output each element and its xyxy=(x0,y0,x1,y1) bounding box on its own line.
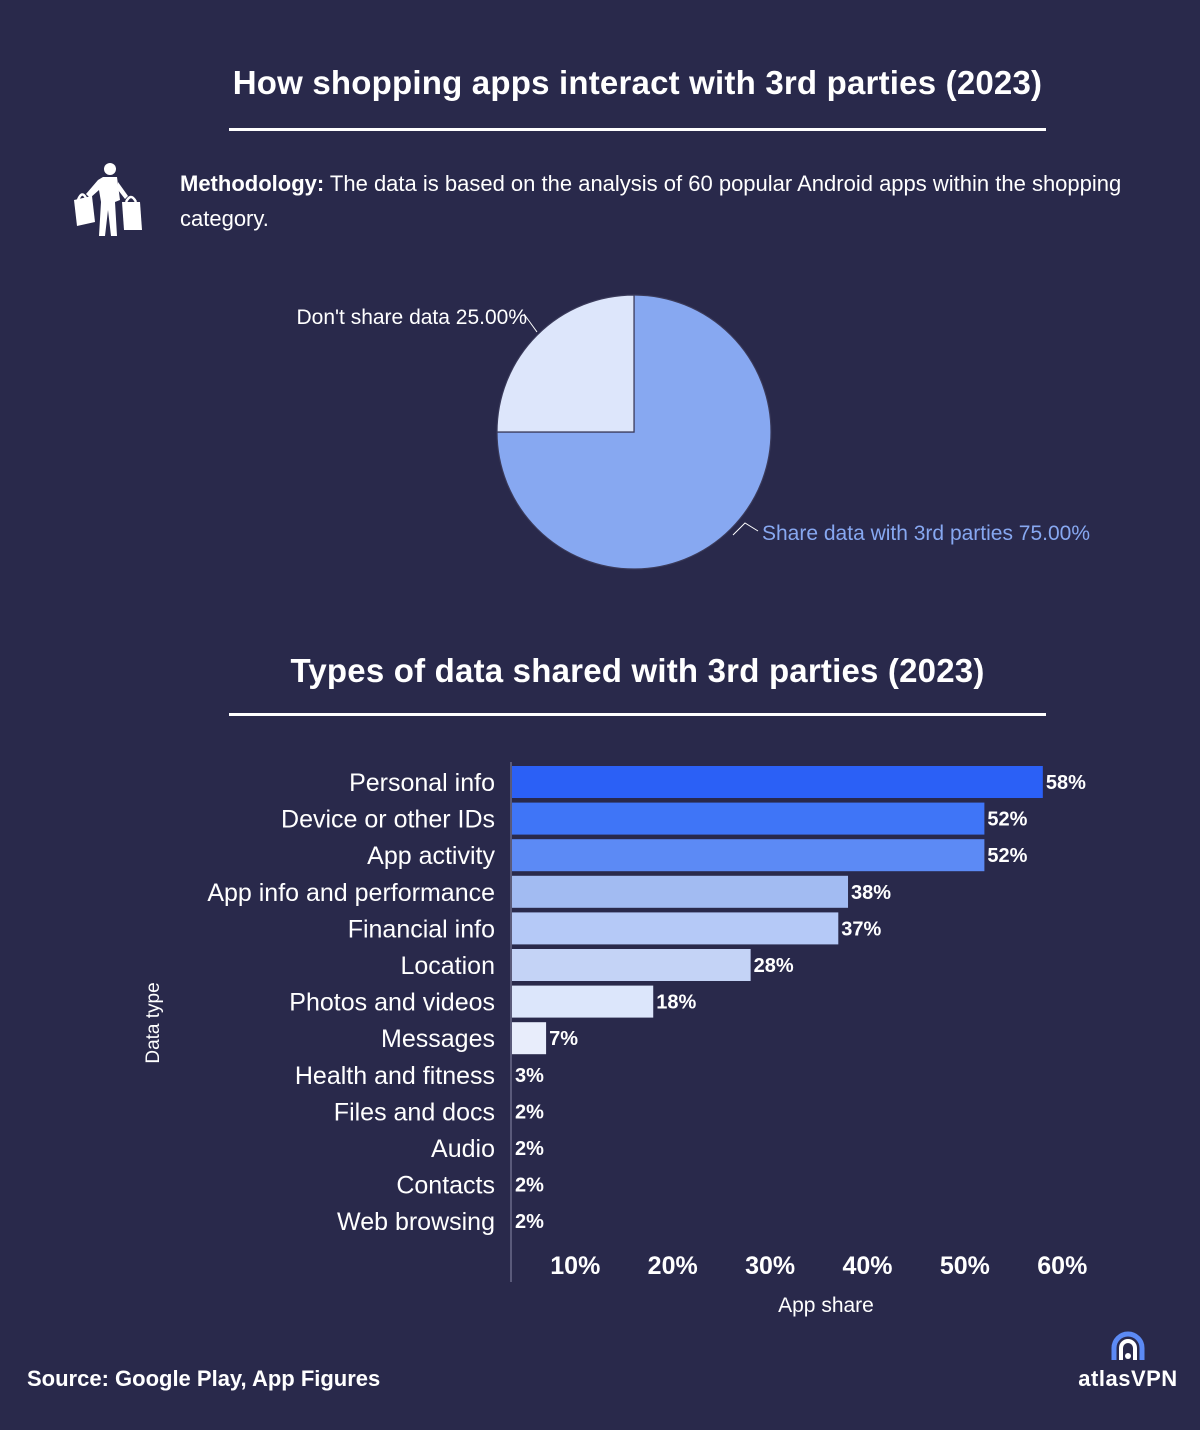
bar xyxy=(512,949,751,981)
pie-slices xyxy=(496,294,772,570)
value-label: 2% xyxy=(515,1138,544,1160)
category-label: Audio xyxy=(431,1135,495,1163)
x-tick-labels: 10% 20% 30% 40% 50% 60% xyxy=(550,1252,1087,1280)
x-tick-label: 30% xyxy=(745,1252,795,1280)
title-divider xyxy=(229,713,1046,716)
category-label: Device or other IDs xyxy=(281,806,495,834)
x-tick-label: 20% xyxy=(648,1252,698,1280)
category-label: Contacts xyxy=(396,1172,495,1200)
pie-chart-title: How shopping apps interact with 3rd part… xyxy=(232,64,1043,101)
category-label: Photos and videos xyxy=(289,989,495,1017)
methodology-text: The data is based on the analysis of 60 … xyxy=(180,171,1122,231)
bar xyxy=(512,802,985,835)
value-label: 2% xyxy=(515,1101,544,1123)
value-label: 58% xyxy=(1046,772,1086,794)
x-tick-label: 60% xyxy=(1037,1252,1087,1280)
category-label: Health and fitness xyxy=(295,1062,495,1090)
pie-label-noshare: Don't share data 25.00% xyxy=(297,306,528,329)
value-label: 52% xyxy=(987,845,1027,867)
value-label: 7% xyxy=(549,1028,578,1050)
value-label: 28% xyxy=(754,955,794,977)
pie-leader-noshare xyxy=(523,313,538,333)
pie-slice-noshare xyxy=(496,294,635,433)
methodology-label: Methodology: xyxy=(180,171,325,196)
y-axis-label: Data type xyxy=(143,982,164,1063)
bar xyxy=(512,912,839,945)
value-label: 18% xyxy=(656,992,696,1014)
category-label: Personal info xyxy=(349,769,495,797)
category-label: Messages xyxy=(381,1025,495,1053)
bar xyxy=(512,766,1043,798)
x-tick-label: 40% xyxy=(842,1252,892,1280)
pie-chart: Don't share data 25.00% Share data with … xyxy=(297,294,1090,570)
brand-logo: atlasVPN xyxy=(1068,1330,1188,1392)
category-label: Web browsing xyxy=(337,1208,495,1236)
x-tick-label: 50% xyxy=(940,1252,990,1280)
value-label: 3% xyxy=(515,1065,544,1087)
category-label: App info and performance xyxy=(207,879,495,907)
category-label: Financial info xyxy=(348,915,495,943)
source-note: Source: Google Play, App Figures xyxy=(27,1366,381,1391)
value-label: 52% xyxy=(987,809,1027,831)
category-label: Location xyxy=(400,952,495,980)
bar xyxy=(512,839,985,872)
value-label: 37% xyxy=(841,918,881,940)
x-axis-label: App share xyxy=(778,1294,874,1317)
bar-chart-title: Types of data shared with 3rd parties (2… xyxy=(290,652,985,689)
brand-name: atlasVPN xyxy=(1078,1366,1178,1391)
bars xyxy=(512,766,1043,1055)
value-label: 2% xyxy=(515,1175,544,1197)
shopper-with-bags-icon xyxy=(74,163,142,236)
category-labels: Personal info Device or other IDs App acti… xyxy=(207,769,495,1236)
value-labels: 58% 52% 52% 38% 37% 28% 18% 7%3% 2% 2% 2% 2% xyxy=(515,772,1086,1233)
x-tick-label: 10% xyxy=(550,1252,600,1280)
pie-label-share: Share data with 3rd parties 75.00% xyxy=(762,522,1090,545)
atlasvpn-logo-icon xyxy=(1111,1331,1145,1360)
category-label: App activity xyxy=(367,842,495,870)
value-label: 2% xyxy=(515,1211,544,1233)
bar xyxy=(512,985,654,1018)
bar xyxy=(512,875,849,908)
bar-chart: Personal info Device or other IDs App acti… xyxy=(143,762,1087,1317)
pie-slice-share xyxy=(496,294,772,570)
methodology-note: Methodology: The data is based on the an… xyxy=(180,166,1140,236)
category-label: Files and docs xyxy=(334,1098,495,1126)
title-divider xyxy=(229,128,1046,131)
value-label: 38% xyxy=(851,882,891,904)
pie-leader-share xyxy=(732,522,759,536)
bar xyxy=(512,1022,547,1055)
